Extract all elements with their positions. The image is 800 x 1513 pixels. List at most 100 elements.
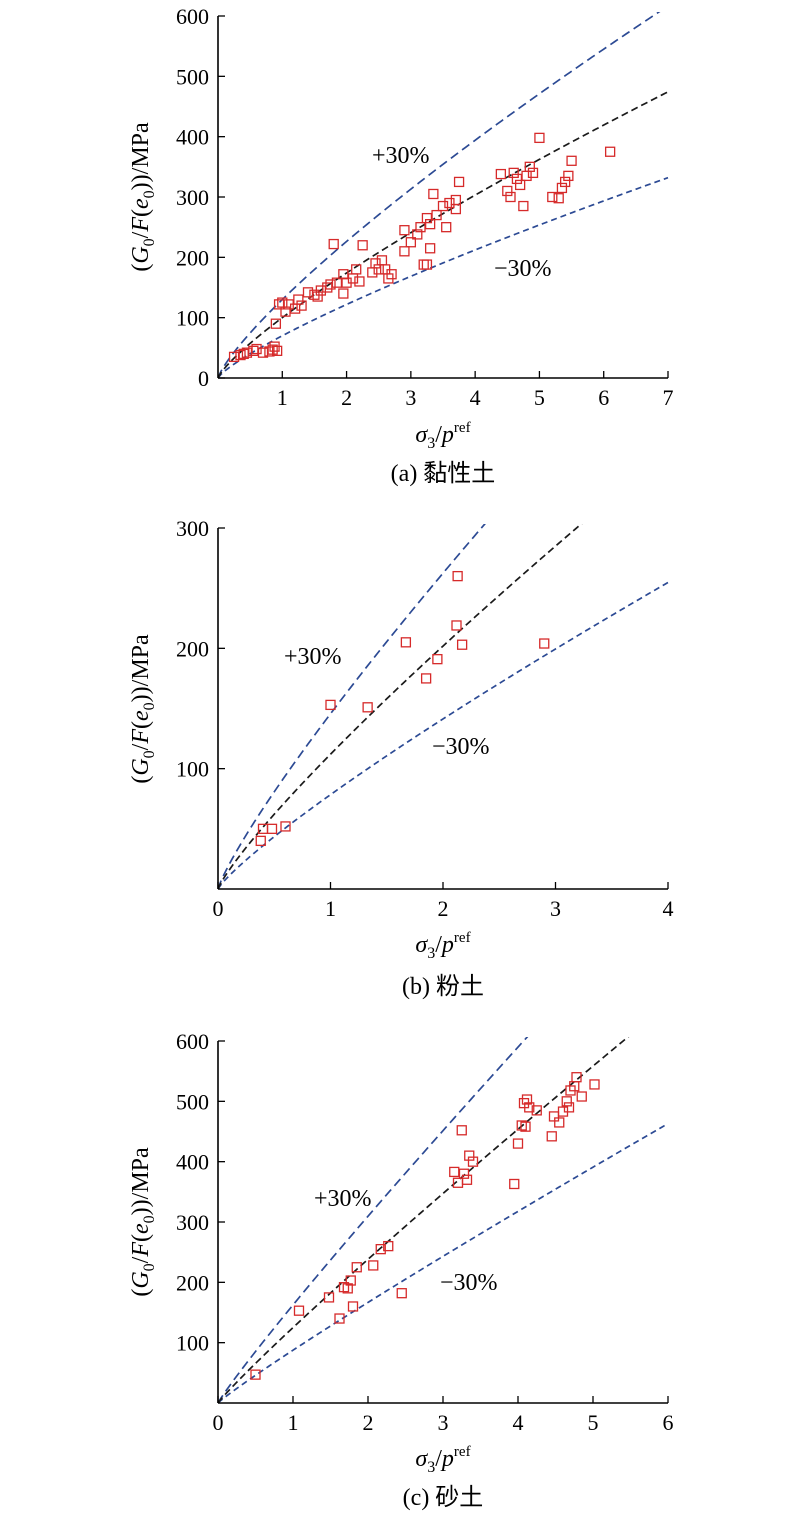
data-point (527, 167, 539, 179)
data-point (437, 200, 449, 212)
annotation-plus-30: +30% (284, 644, 342, 670)
data-point (505, 191, 516, 203)
x-tick-label: 2 (341, 385, 352, 410)
data-point (302, 287, 314, 298)
fitted-trend-line (218, 91, 669, 378)
data-point (235, 349, 246, 361)
y-tick-label: 400 (176, 125, 209, 150)
data-point (546, 1131, 557, 1142)
data-point (451, 620, 462, 631)
y-tick-label: 500 (176, 1089, 209, 1114)
x-axis-label: σ3/pref (415, 420, 470, 452)
y-tick-label: 0 (198, 366, 209, 391)
data-point (556, 182, 568, 194)
x-axis-label: σ3/pref (415, 930, 470, 962)
plus-30-boundary-line (218, 12, 661, 378)
data-point (441, 222, 452, 233)
chart-panel-c: 0 1 2 3 4 5 6 100 200 300 400 500 600 +30% −30% (G0/… (128, 1029, 674, 1511)
data-point (296, 300, 307, 311)
y-axis-label: (G0/F(e0))/MPa (128, 634, 158, 784)
y-axis-label: (G0/F(e0))/MPa (128, 1147, 158, 1297)
plus-30-boundary-line (218, 524, 486, 889)
data-point (328, 238, 339, 250)
data-point (512, 1138, 524, 1149)
data-point (315, 285, 327, 296)
x-tick-label: 5 (534, 385, 545, 410)
data-point (280, 821, 291, 832)
fitted-trend-line (218, 524, 583, 889)
plot-area (218, 12, 669, 378)
data-point (338, 288, 349, 299)
data-point (357, 240, 368, 251)
data-point (338, 1282, 350, 1293)
data-point (589, 1079, 600, 1090)
y-tick-label: 300 (176, 516, 209, 541)
data-point (571, 1072, 582, 1083)
minus-30-boundary-line (218, 176, 669, 378)
data-point (511, 173, 523, 185)
data-point (342, 1283, 353, 1294)
data-point (334, 1313, 345, 1324)
data-point (521, 170, 532, 182)
y-axis-label: (G0/F(e0))/MPa (128, 122, 158, 272)
plot-area (218, 1037, 669, 1403)
data-point (293, 294, 304, 305)
x-tick-label: 5 (588, 1410, 599, 1435)
axis-ticks: 0 1 2 3 4 5 6 100 200 300 400 500 600 (176, 1029, 674, 1435)
data-point (449, 1166, 460, 1178)
data-point (351, 1262, 362, 1273)
data-point (461, 1174, 473, 1185)
chart-caption: (c) 砂土 (403, 1484, 484, 1511)
data-point (271, 345, 283, 357)
x-tick-label: 4 (513, 1410, 524, 1435)
data-point (521, 1094, 533, 1105)
data-point (563, 170, 574, 182)
x-tick-label: 6 (663, 1410, 674, 1435)
y-tick-label: 100 (176, 757, 209, 782)
chart-panel-a: 1 2 3 4 5 6 7 0 100 200 300 400 500 600 +30% −30% (G0… (128, 4, 674, 487)
y-tick-label: 600 (176, 1029, 209, 1054)
data-point (444, 197, 455, 209)
annotation-minus-30: −30% (494, 256, 552, 282)
data-point (566, 155, 577, 166)
data-point (604, 146, 616, 157)
y-tick-label: 300 (176, 185, 209, 210)
data-point (431, 209, 442, 221)
data-point (250, 1369, 261, 1380)
x-tick-label: 3 (405, 385, 416, 410)
annotation-minus-30: −30% (440, 1270, 498, 1296)
data-point (270, 318, 282, 329)
data-point (450, 203, 462, 215)
data-point (345, 1275, 356, 1286)
x-tick-label: 4 (470, 385, 481, 410)
y-tick-label: 600 (176, 4, 209, 29)
x-tick-label: 2 (438, 896, 449, 921)
data-point (456, 1125, 467, 1136)
data-point (509, 1178, 520, 1190)
data-point (508, 167, 519, 179)
data-point (450, 194, 462, 206)
x-tick-label: 7 (663, 385, 674, 410)
plot-area (218, 524, 669, 889)
y-tick-label: 200 (176, 245, 209, 270)
annotation-plus-30: +30% (372, 143, 430, 169)
x-tick-label: 1 (288, 1410, 299, 1435)
data-point (516, 1120, 527, 1131)
data-point (554, 1117, 565, 1128)
data-point (266, 823, 278, 834)
data-point (323, 1292, 335, 1303)
data-point (373, 264, 384, 275)
data-point (456, 639, 468, 650)
data-point (452, 570, 463, 582)
data-point (386, 269, 397, 280)
data-point (428, 188, 439, 200)
data-point (399, 225, 410, 236)
data-point (347, 1301, 359, 1312)
y-tick-label: 200 (176, 636, 209, 661)
data-point (464, 1150, 475, 1161)
data-point (368, 1260, 379, 1271)
annotation-minus-30: −30% (432, 734, 490, 760)
data-point (325, 279, 336, 290)
data-point (376, 255, 388, 266)
